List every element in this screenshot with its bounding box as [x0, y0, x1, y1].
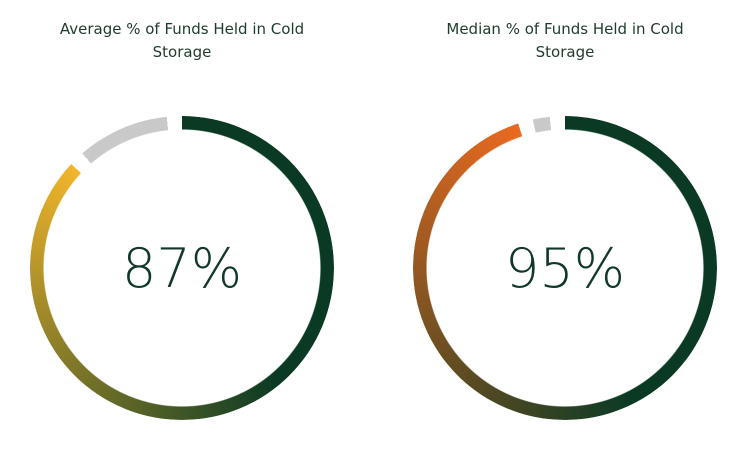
value-arc: [30, 116, 334, 420]
value-arc: [413, 116, 717, 420]
chart-title: Average % of Funds Held in Cold Storage: [59, 20, 305, 61]
value-label: 87%: [121, 236, 243, 300]
value-label: 95%: [504, 236, 626, 300]
chart-title: Median % of Funds Held in Cold Storage: [446, 20, 684, 61]
